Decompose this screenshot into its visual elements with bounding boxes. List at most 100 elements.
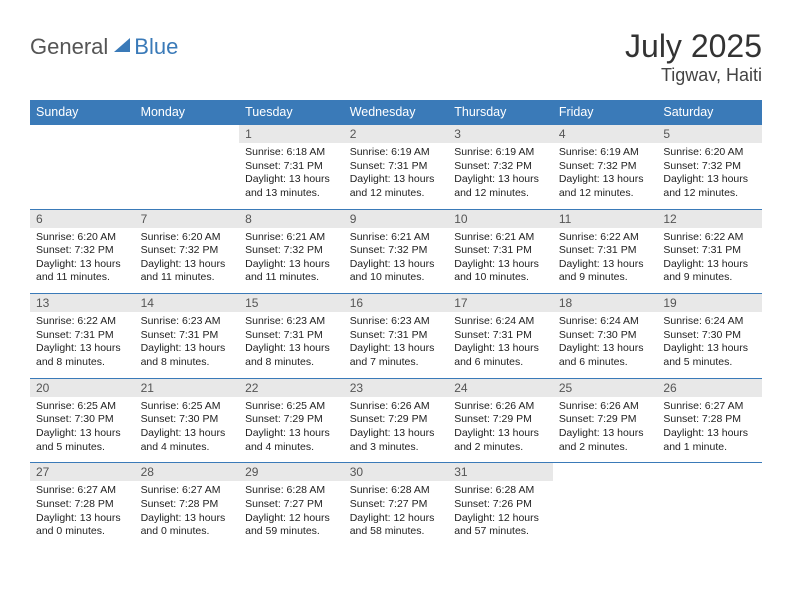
day-content: Sunrise: 6:27 AMSunset: 7:28 PMDaylight:… [135,481,240,547]
day-content [657,481,762,544]
calendar-week: 13Sunrise: 6:22 AMSunset: 7:31 PMDayligh… [30,294,762,379]
day-content: Sunrise: 6:28 AMSunset: 7:26 PMDaylight:… [448,481,553,547]
calendar-header-row: SundayMondayTuesdayWednesdayThursdayFrid… [30,100,762,125]
calendar-cell [30,125,135,210]
calendar-cell: 25Sunrise: 6:26 AMSunset: 7:29 PMDayligh… [553,378,658,463]
day-number: 30 [344,463,449,481]
month-title: July 2025 [625,28,762,65]
day-number: 29 [239,463,344,481]
day-number: 18 [553,294,658,312]
day-number: 15 [239,294,344,312]
day-number: 27 [30,463,135,481]
calendar-cell: 12Sunrise: 6:22 AMSunset: 7:31 PMDayligh… [657,209,762,294]
calendar-cell [135,125,240,210]
header: General Blue July 2025 Tigwav, Haiti [30,28,762,86]
logo-text-blue: Blue [134,34,178,60]
day-number: 13 [30,294,135,312]
calendar-cell: 7Sunrise: 6:20 AMSunset: 7:32 PMDaylight… [135,209,240,294]
day-number: 17 [448,294,553,312]
day-header-thursday: Thursday [448,100,553,125]
day-number: 31 [448,463,553,481]
calendar-cell: 1Sunrise: 6:18 AMSunset: 7:31 PMDaylight… [239,125,344,210]
calendar-week: 27Sunrise: 6:27 AMSunset: 7:28 PMDayligh… [30,463,762,547]
day-content: Sunrise: 6:27 AMSunset: 7:28 PMDaylight:… [657,397,762,463]
day-number: 6 [30,210,135,228]
day-header-monday: Monday [135,100,240,125]
calendar-cell: 8Sunrise: 6:21 AMSunset: 7:32 PMDaylight… [239,209,344,294]
day-content: Sunrise: 6:25 AMSunset: 7:30 PMDaylight:… [30,397,135,463]
calendar-week: 1Sunrise: 6:18 AMSunset: 7:31 PMDaylight… [30,125,762,210]
title-block: July 2025 Tigwav, Haiti [625,28,762,86]
day-content: Sunrise: 6:19 AMSunset: 7:32 PMDaylight:… [448,143,553,209]
calendar-cell: 30Sunrise: 6:28 AMSunset: 7:27 PMDayligh… [344,463,449,547]
day-content: Sunrise: 6:23 AMSunset: 7:31 PMDaylight:… [344,312,449,378]
day-content: Sunrise: 6:20 AMSunset: 7:32 PMDaylight:… [135,228,240,294]
day-content: Sunrise: 6:28 AMSunset: 7:27 PMDaylight:… [239,481,344,547]
day-number: 23 [344,379,449,397]
day-number: 5 [657,125,762,143]
calendar-cell: 15Sunrise: 6:23 AMSunset: 7:31 PMDayligh… [239,294,344,379]
calendar-cell: 16Sunrise: 6:23 AMSunset: 7:31 PMDayligh… [344,294,449,379]
calendar-cell: 17Sunrise: 6:24 AMSunset: 7:31 PMDayligh… [448,294,553,379]
day-content: Sunrise: 6:28 AMSunset: 7:27 PMDaylight:… [344,481,449,547]
day-content: Sunrise: 6:21 AMSunset: 7:31 PMDaylight:… [448,228,553,294]
day-number: 26 [657,379,762,397]
calendar-cell: 14Sunrise: 6:23 AMSunset: 7:31 PMDayligh… [135,294,240,379]
day-number: 20 [30,379,135,397]
calendar-cell: 28Sunrise: 6:27 AMSunset: 7:28 PMDayligh… [135,463,240,547]
day-number [553,463,658,481]
calendar-week: 6Sunrise: 6:20 AMSunset: 7:32 PMDaylight… [30,209,762,294]
calendar-cell: 5Sunrise: 6:20 AMSunset: 7:32 PMDaylight… [657,125,762,210]
day-content: Sunrise: 6:27 AMSunset: 7:28 PMDaylight:… [30,481,135,547]
day-content: Sunrise: 6:20 AMSunset: 7:32 PMDaylight:… [657,143,762,209]
day-content: Sunrise: 6:23 AMSunset: 7:31 PMDaylight:… [135,312,240,378]
day-content: Sunrise: 6:22 AMSunset: 7:31 PMDaylight:… [30,312,135,378]
calendar-week: 20Sunrise: 6:25 AMSunset: 7:30 PMDayligh… [30,378,762,463]
day-content: Sunrise: 6:21 AMSunset: 7:32 PMDaylight:… [344,228,449,294]
day-number [657,463,762,481]
day-number: 21 [135,379,240,397]
day-number: 4 [553,125,658,143]
day-number: 8 [239,210,344,228]
day-number: 19 [657,294,762,312]
calendar-cell: 23Sunrise: 6:26 AMSunset: 7:29 PMDayligh… [344,378,449,463]
calendar-cell: 2Sunrise: 6:19 AMSunset: 7:31 PMDaylight… [344,125,449,210]
day-number: 9 [344,210,449,228]
day-header-sunday: Sunday [30,100,135,125]
calendar-cell: 31Sunrise: 6:28 AMSunset: 7:26 PMDayligh… [448,463,553,547]
day-number: 11 [553,210,658,228]
calendar-cell: 26Sunrise: 6:27 AMSunset: 7:28 PMDayligh… [657,378,762,463]
day-content: Sunrise: 6:22 AMSunset: 7:31 PMDaylight:… [657,228,762,294]
day-content [553,481,658,544]
calendar-cell: 21Sunrise: 6:25 AMSunset: 7:30 PMDayligh… [135,378,240,463]
day-content: Sunrise: 6:26 AMSunset: 7:29 PMDaylight:… [553,397,658,463]
calendar-cell: 19Sunrise: 6:24 AMSunset: 7:30 PMDayligh… [657,294,762,379]
day-number: 24 [448,379,553,397]
day-content: Sunrise: 6:25 AMSunset: 7:30 PMDaylight:… [135,397,240,463]
day-content [30,143,135,206]
calendar-cell: 20Sunrise: 6:25 AMSunset: 7:30 PMDayligh… [30,378,135,463]
day-content: Sunrise: 6:26 AMSunset: 7:29 PMDaylight:… [448,397,553,463]
location: Tigwav, Haiti [625,65,762,86]
day-number: 25 [553,379,658,397]
day-number [135,125,240,143]
calendar-table: SundayMondayTuesdayWednesdayThursdayFrid… [30,100,762,547]
day-number: 10 [448,210,553,228]
day-number [30,125,135,143]
logo-sail-icon [112,36,132,59]
day-header-friday: Friday [553,100,658,125]
day-number: 22 [239,379,344,397]
calendar-cell: 24Sunrise: 6:26 AMSunset: 7:29 PMDayligh… [448,378,553,463]
calendar-cell: 4Sunrise: 6:19 AMSunset: 7:32 PMDaylight… [553,125,658,210]
day-number: 7 [135,210,240,228]
day-content: Sunrise: 6:22 AMSunset: 7:31 PMDaylight:… [553,228,658,294]
day-number: 3 [448,125,553,143]
day-content: Sunrise: 6:25 AMSunset: 7:29 PMDaylight:… [239,397,344,463]
day-number: 12 [657,210,762,228]
calendar-cell: 29Sunrise: 6:28 AMSunset: 7:27 PMDayligh… [239,463,344,547]
day-content: Sunrise: 6:18 AMSunset: 7:31 PMDaylight:… [239,143,344,209]
day-content [135,143,240,206]
logo-text-general: General [30,34,108,60]
calendar-cell: 3Sunrise: 6:19 AMSunset: 7:32 PMDaylight… [448,125,553,210]
day-header-wednesday: Wednesday [344,100,449,125]
